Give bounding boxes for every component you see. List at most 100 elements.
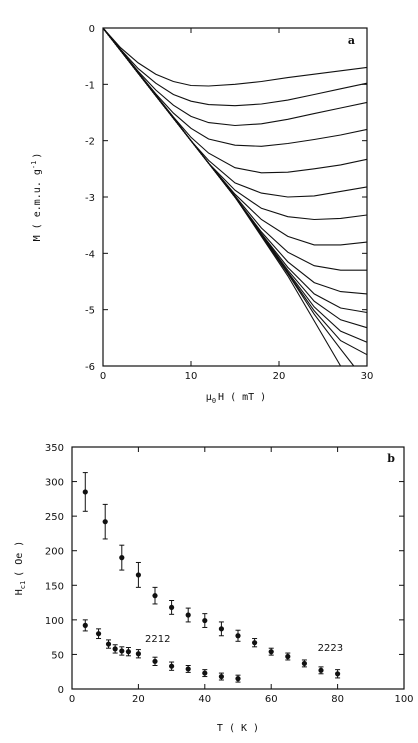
panel-b-y-tick-label: 50 — [51, 650, 64, 661]
panel-b-point-s2 — [95, 628, 102, 640]
panel-b-y-axis-label: Hc1( Oe ) — [14, 541, 27, 596]
panel-a-curve-16 — [102, 27, 342, 367]
panel-a-y-tick-label: -5 — [85, 306, 95, 317]
panel-b-point-s1 — [152, 586, 158, 605]
panel-a-curve-5 — [102, 27, 368, 174]
annotation-2223: 2223 — [318, 643, 343, 654]
panel-b-x-tick-label: 60 — [265, 694, 278, 705]
data-marker — [301, 660, 307, 667]
panel-a-ticks: 0 10 20 30 0 -1 -2 -3 -4 -5 -6 — [85, 24, 373, 382]
data-marker — [235, 633, 241, 639]
panel-b-y-tick-label: 100 — [45, 616, 64, 627]
panel-a-y-tick-label: -4 — [85, 249, 95, 260]
data-marker — [218, 673, 224, 680]
panel-a-x-tick-label: 30 — [361, 371, 374, 382]
panel-b-point-s1 — [202, 613, 208, 628]
panel-b-point-s2 — [125, 647, 132, 657]
panel-a-x-axis-label: μ0 H ( mT ) — [206, 392, 266, 405]
data-marker — [218, 626, 224, 632]
panel-b-y-tick-label: 250 — [45, 512, 64, 523]
panel-b-point-s2 — [169, 661, 175, 671]
panel-b-point-s2 — [119, 646, 125, 656]
panel-a-x-tick-label: 20 — [273, 371, 286, 382]
panel-a-curve-2 — [102, 27, 368, 107]
panel-a-curve-3 — [102, 27, 368, 127]
panel-b-point-s2 — [235, 674, 241, 683]
panel-b-point-s2 — [112, 644, 118, 654]
data-marker — [202, 617, 208, 624]
panel-a-curve-1 — [102, 27, 368, 87]
panel-b-plot-frame — [71, 446, 405, 690]
panel-b-point-s1 — [235, 629, 241, 642]
data-marker — [235, 676, 241, 682]
panel-b-ticks: 0 20 40 60 80 100 0 50 100 150 200 250 300 350 — [45, 443, 414, 705]
data-marker — [119, 555, 125, 561]
panel-b-point-s1 — [218, 621, 224, 637]
data-marker — [169, 604, 175, 611]
panel-b-point-s1 — [301, 659, 307, 668]
data-marker — [135, 651, 141, 657]
panel-a-curve-15 — [102, 27, 355, 367]
panel-a-curve-8 — [102, 27, 368, 246]
data-marker — [119, 648, 125, 654]
panel-a-curve-7 — [102, 27, 368, 221]
panel-a-series-group — [102, 27, 368, 367]
data-marker — [318, 667, 324, 673]
panel-b-point-s1 — [169, 599, 175, 615]
panel-a-curve-4 — [102, 27, 368, 147]
data-marker — [82, 622, 88, 628]
panel-a-curve-6 — [102, 27, 368, 198]
panel-b-series-group — [82, 472, 341, 683]
panel-a-y-tick-label: -3 — [85, 193, 95, 204]
panel-b-point-s1 — [318, 666, 324, 675]
panel-a-x-tick-label: 10 — [185, 371, 198, 382]
data-marker — [102, 519, 108, 525]
panel-b-point-s1 — [82, 472, 88, 512]
panel-a-curve-9 — [102, 27, 367, 271]
panel-b-chart: 0 20 40 60 80 100 0 50 100 150 200 250 300 350 b 2212… — [14, 443, 414, 734]
panel-b-x-tick-label: 100 — [394, 694, 413, 705]
panel-b-letter: b — [387, 452, 395, 465]
panel-b-y-tick-label: 0 — [58, 685, 64, 696]
data-marker — [105, 641, 112, 647]
panel-b-point-s2 — [135, 649, 141, 659]
panel-a-y-tick-label: 0 — [89, 24, 95, 35]
panel-b-point-s1 — [119, 544, 125, 571]
panel-b-point-s1 — [135, 561, 141, 588]
panel-a-curve-10 — [102, 27, 368, 295]
panel-a-x-tick-label: 0 — [100, 371, 106, 382]
panel-b-point-s2 — [202, 669, 208, 678]
annotation-2212: 2212 — [145, 634, 170, 645]
panel-b-point-s1 — [252, 638, 258, 648]
panel-b-point-s1 — [268, 647, 274, 656]
panel-b-point-s2 — [218, 672, 224, 681]
panel-b-x-tick-label: 80 — [331, 694, 344, 705]
data-marker — [169, 663, 175, 669]
panel-a-chart: 0 10 20 30 0 -1 -2 -3 -4 -5 -6 a M ( e.m.u. g-1) μ… — [30, 24, 373, 405]
panel-b-point-s2 — [105, 639, 112, 649]
data-marker — [185, 666, 191, 672]
data-marker — [95, 631, 102, 637]
panel-a-y-tick-label: -2 — [85, 137, 95, 148]
panel-b-point-s1 — [102, 503, 108, 540]
panel-a-letter: a — [348, 34, 355, 47]
panel-b-y-tick-label: 200 — [45, 547, 64, 558]
panel-b-x-axis-label: T ( K ) — [217, 723, 259, 734]
panel-b-y-tick-label: 350 — [45, 443, 64, 454]
panel-b-y-tick-label: 300 — [45, 478, 64, 489]
panel-a-y-axis-label: M ( e.m.u. g-1) — [30, 153, 43, 242]
panel-a-y-tick-label: -1 — [85, 80, 95, 91]
panel-a-curve-11 — [102, 27, 368, 314]
panel-b-x-tick-label: 20 — [132, 694, 145, 705]
panel-b-point-s1 — [335, 669, 341, 679]
data-marker — [268, 649, 274, 655]
panel-b-x-tick-label: 40 — [198, 694, 211, 705]
panel-b-point-s2 — [152, 656, 158, 666]
data-marker — [252, 640, 258, 646]
panel-b-y-tick-label: 150 — [45, 581, 64, 592]
data-marker — [112, 646, 118, 652]
panel-b-x-tick-label: 0 — [69, 694, 75, 705]
data-marker — [125, 649, 132, 655]
panel-a-y-tick-label: -6 — [85, 362, 95, 373]
